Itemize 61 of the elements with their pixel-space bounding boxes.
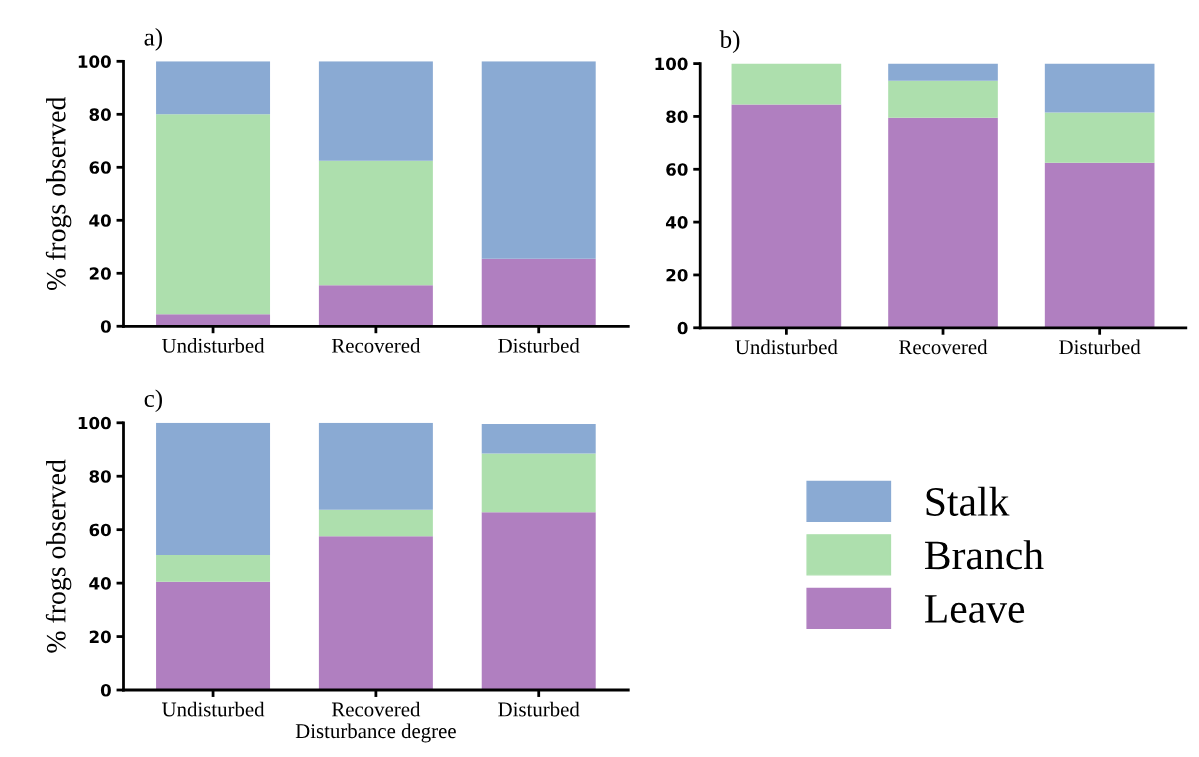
bar [318, 509, 433, 537]
bar [731, 104, 842, 328]
bar [318, 160, 433, 286]
bar [481, 61, 596, 259]
bar [318, 285, 433, 327]
bar [888, 63, 998, 81]
y-tick-label: 100 [78, 416, 111, 430]
y-tick-label: 60 [666, 163, 688, 176]
x-tick-label: Disturbed [498, 701, 580, 717]
bar [318, 422, 433, 510]
legend-label: Leave [924, 595, 1025, 623]
bar [156, 581, 271, 691]
y-tick-label: 100 [655, 57, 688, 71]
bar [888, 80, 998, 118]
x-axis-title: Disturbance degree [295, 723, 456, 743]
x-tick-label: Undisturbed [161, 701, 265, 717]
legend-label: Stalk [926, 486, 1010, 516]
y-tick-label: 100 [78, 55, 111, 68]
chart-title: c) [144, 389, 163, 413]
chart-title: b) [719, 30, 740, 54]
y-tick-label: 60 [89, 523, 111, 537]
bar [156, 61, 271, 115]
bar [1044, 63, 1155, 113]
bar [481, 424, 596, 454]
y-tick-label: 80 [666, 110, 688, 123]
bar [1044, 112, 1155, 163]
x-tick-label: Recovered [899, 339, 988, 355]
bar [481, 258, 596, 327]
bar [156, 114, 271, 315]
bar [156, 314, 271, 327]
y-axis-title: % frogs observed [45, 459, 72, 653]
y-axis-title: % frogs observed [45, 96, 72, 291]
bar [481, 453, 596, 513]
chart-title: a) [144, 28, 163, 51]
y-tick-label: 80 [89, 470, 111, 483]
y-tick-label: 0 [677, 321, 688, 335]
legend-label: Branch [924, 540, 1044, 570]
y-tick-label: 40 [89, 577, 111, 590]
x-tick-label: Undisturbed [735, 339, 838, 355]
bar [318, 61, 433, 161]
x-tick-label: Recovered [331, 701, 421, 717]
y-tick-label: 60 [89, 161, 111, 174]
y-tick-label: 80 [89, 108, 111, 121]
x-tick-label: Disturbed [498, 338, 580, 353]
bar [731, 63, 842, 105]
y-tick-label: 40 [665, 216, 688, 229]
bar [156, 422, 271, 556]
bar [481, 512, 596, 691]
y-tick-label: 40 [89, 214, 111, 227]
bar [1044, 162, 1155, 328]
y-tick-label: 0 [100, 683, 111, 697]
y-tick-label: 20 [666, 268, 688, 282]
bar [156, 555, 271, 582]
x-tick-label: Disturbed [1059, 339, 1141, 355]
y-tick-label: 0 [100, 320, 111, 333]
y-tick-label: 20 [89, 630, 111, 644]
bar [318, 536, 433, 691]
y-tick-label: 20 [89, 267, 111, 280]
x-tick-label: Undisturbed [161, 338, 265, 353]
x-tick-label: Recovered [331, 338, 421, 353]
bar [888, 117, 998, 328]
